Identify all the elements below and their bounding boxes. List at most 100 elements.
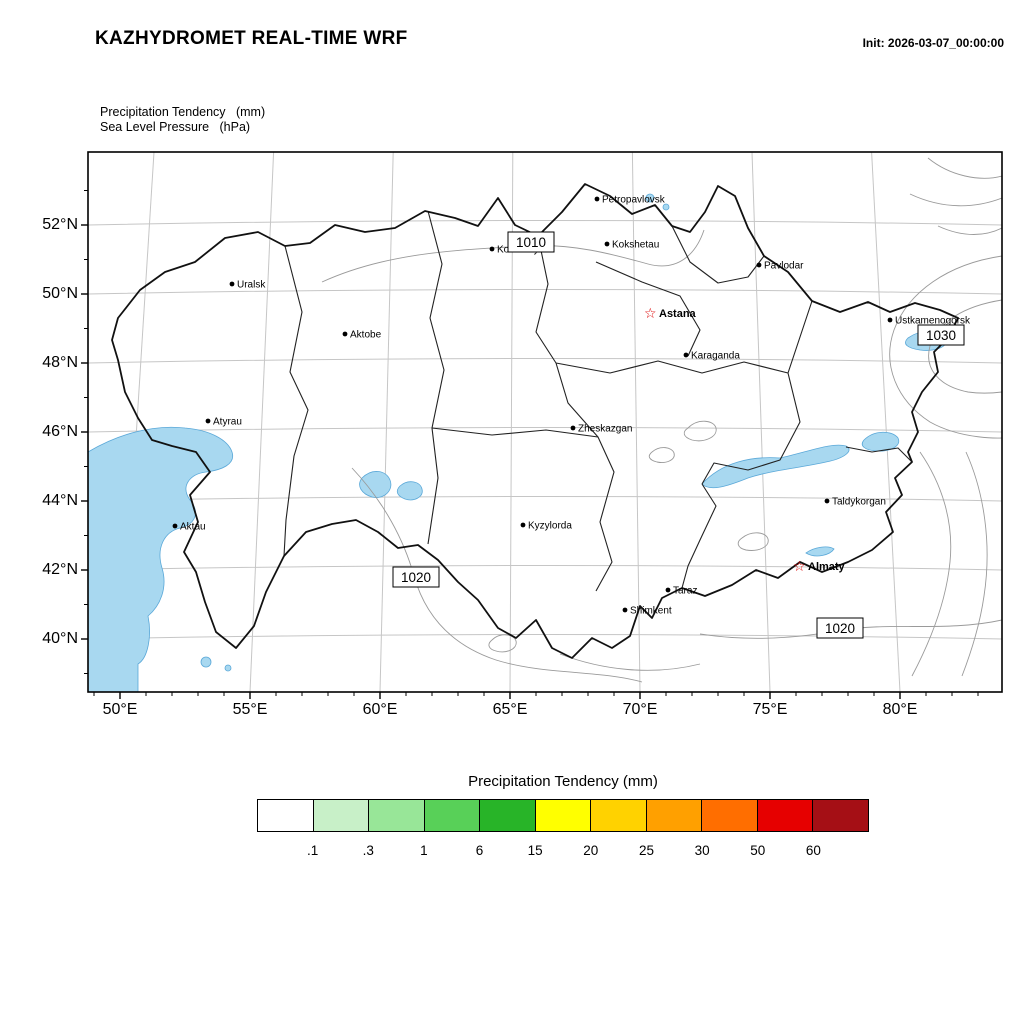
capital-star-icon: ☆ (793, 559, 806, 575)
city-dot (520, 522, 526, 528)
legend-tick-label: 25 (638, 843, 654, 858)
city-dot (622, 607, 628, 613)
legend: Precipitation Tendency (mm) .1 .3 1 6 15 20 25… (257, 773, 870, 865)
subtitle-line-2: Sea Level Pressure (hPa) (100, 120, 251, 134)
small-lake (224, 664, 232, 672)
y-axis-label: 46°N (42, 423, 78, 440)
city-layer: PetropavlovskKostanayKokshetauPavlodarUr… (172, 195, 971, 617)
small-lake (662, 203, 670, 211)
legend-colorbar (257, 799, 870, 832)
city-marker: Aktobe (342, 330, 382, 341)
plot-subtitle: Precipitation Tendency (mm) Sea Level Pr… (100, 105, 265, 135)
city-label: Atyrau (213, 417, 242, 428)
city-marker: Uralsk (229, 280, 266, 291)
caspian-sea (88, 426, 234, 692)
legend-tick-label: .1 (306, 843, 319, 858)
svg-text:1020: 1020 (401, 570, 431, 585)
city-dot (665, 587, 671, 593)
lake-alakol (861, 431, 900, 452)
map-frame (87, 151, 1003, 693)
x-axis-label: 70°E (622, 701, 658, 718)
legend-tick-label: 20 (583, 843, 599, 858)
city-label: Taldykorgan (832, 497, 886, 508)
city-marker: Kyzylorda (520, 521, 572, 532)
x-axis-label: 60°E (362, 701, 398, 718)
city-dot (172, 523, 178, 529)
city-marker: Kokshetau (604, 240, 659, 251)
subtitle-line-1: Precipitation Tendency (mm) (100, 105, 266, 119)
legend-swatch (534, 799, 592, 832)
legend-tick-label: 1 (420, 843, 428, 858)
y-axis-label: 42°N (42, 561, 78, 578)
legend-swatch (701, 799, 758, 832)
aral-sea (359, 471, 392, 498)
legend-swatch (257, 799, 314, 832)
pressure-label-layer: 1010 1030 1020 1020 (392, 231, 965, 639)
legend-swatch (590, 799, 647, 832)
legend-tick-label: 6 (475, 843, 484, 858)
svg-text:1010: 1010 (516, 235, 546, 250)
city-label: Uralsk (237, 280, 266, 291)
legend-tick-label: 60 (805, 843, 821, 858)
city-dot (824, 498, 830, 504)
map-svg: PetropavlovskKostanayKokshetauPavlodarUr… (81, 151, 1003, 699)
city-label: Shimkent (630, 606, 672, 617)
city-dot (594, 196, 600, 202)
city-marker: Zheskazgan (570, 424, 632, 435)
city-label: Aktau (180, 522, 206, 533)
city-dot (756, 262, 762, 268)
city-label: Aktobe (350, 330, 382, 341)
page-title: KAZHYDROMET REAL-TIME WRF (95, 28, 408, 49)
city-marker: Karaganda (683, 351, 740, 362)
legend-tick-label: 50 (750, 843, 766, 858)
legend-swatch (312, 799, 370, 832)
city-marker: Ustkamenogorsk (887, 316, 971, 327)
city-dot (342, 331, 348, 337)
kapchagay-reservoir (805, 546, 835, 557)
svg-text:1030: 1030 (926, 328, 956, 343)
city-label: Kyzylorda (528, 521, 572, 532)
legend-tick-label: 15 (527, 843, 543, 858)
pressure-label: 1020 (392, 566, 440, 588)
city-marker: Aktau (172, 522, 206, 533)
city-marker: ☆ Astana (644, 306, 697, 322)
city-marker: Petropavlovsk (594, 195, 666, 206)
pressure-label: 1010 (507, 231, 555, 253)
y-axis-label: 48°N (42, 354, 78, 371)
capital-star-icon: ☆ (644, 306, 657, 322)
city-label: Kokshetau (612, 240, 659, 251)
legend-tick-label: .3 (362, 843, 374, 858)
pressure-label: 1020 (816, 617, 864, 639)
y-axis-label: 44°N (42, 492, 78, 509)
y-axis-label: 50°N (42, 285, 78, 302)
x-axis-label: 75°E (752, 701, 788, 718)
legend-tick-labels: .1 .3 1 6 15 20 25 30 50 60 (257, 843, 869, 865)
city-dot (489, 246, 495, 252)
legend-swatch (423, 799, 481, 832)
city-dot (229, 281, 235, 287)
legend-swatch (368, 799, 425, 832)
city-dot (604, 241, 610, 247)
water-bodies (88, 193, 948, 692)
aral-sea-east (396, 481, 423, 501)
city-dot (683, 352, 689, 358)
city-label: Almaty (808, 561, 846, 573)
legend-tick-label: 30 (694, 843, 710, 858)
y-axis-label: 40°N (42, 630, 78, 647)
x-axis-label: 50°E (102, 701, 138, 718)
city-label: Pavlodar (764, 261, 804, 272)
city-marker: Shimkent (622, 606, 672, 617)
legend-title: Precipitation Tendency (mm) (468, 773, 658, 790)
city-marker: Taraz (665, 586, 697, 597)
x-axis-label: 55°E (232, 701, 268, 718)
pressure-label: 1030 (917, 324, 965, 346)
legend-swatch (756, 799, 814, 832)
legend-swatch (479, 799, 536, 832)
city-marker: Taldykorgan (824, 497, 886, 508)
city-label: Petropavlovsk (602, 195, 666, 206)
city-dot (570, 425, 576, 431)
y-axis-label: 52°N (42, 216, 78, 233)
city-marker: Pavlodar (756, 261, 804, 272)
city-label: Astana (659, 308, 697, 320)
lake-balkhash (701, 444, 850, 489)
